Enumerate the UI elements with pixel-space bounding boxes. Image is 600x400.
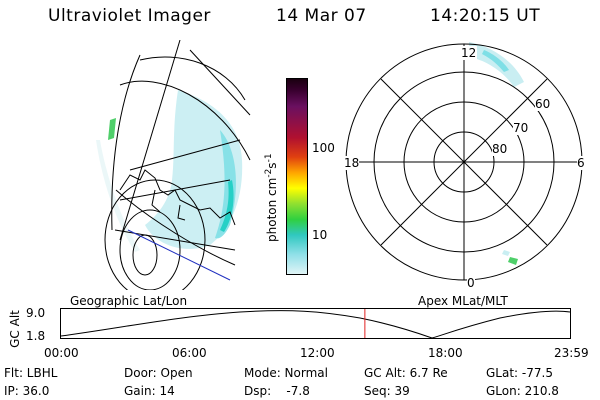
timeline-y-tick-max: 9.0 <box>26 306 46 320</box>
colorbar-unit-label: photon cm-2s-1 <box>264 153 279 242</box>
geographic-map <box>96 40 251 290</box>
info-door: Door: Open <box>124 366 193 380</box>
aurora-edge-geo <box>220 180 234 232</box>
mlat-label-80: 80 <box>492 142 508 156</box>
time-tick-1800: 18:00 <box>428 346 463 360</box>
info-seq: Seq: 39 <box>364 384 410 398</box>
info-glat: GLat: -77.5 <box>486 366 553 380</box>
time-tick-0000: 00:00 <box>44 346 79 360</box>
time-tick-0600: 06:00 <box>172 346 207 360</box>
mlt-label-18: 18 <box>344 156 360 170</box>
info-gc-alt: GC Alt: 6.7 Re <box>364 366 448 380</box>
info-glon: GLon: 210.8 <box>486 384 559 398</box>
time-tick-2359: 23:59 <box>554 346 589 360</box>
info-mode: Mode: Normal <box>244 366 328 380</box>
time-tick-1200: 12:00 <box>300 346 335 360</box>
instrument-title: Ultraviolet Imager <box>48 6 211 26</box>
date-label: 14 Mar 07 <box>276 6 367 26</box>
timeline-y-tick-min: 1.8 <box>26 329 46 343</box>
info-gain: Gain: 14 <box>124 384 175 398</box>
mlat-label-70: 70 <box>513 121 529 135</box>
info-dsp: Dsp: -7.8 <box>244 384 310 398</box>
colorbar-tick-10: 10 <box>312 228 328 242</box>
aurora-oval-geo <box>145 90 243 249</box>
time-label: 14:20:15 UT <box>430 6 541 26</box>
aurora-green-geo <box>108 118 116 140</box>
apex-label: Apex MLat/MLT <box>418 294 508 308</box>
mlt-label-6: 6 <box>577 156 585 170</box>
mlt-label-12: 12 <box>460 46 478 60</box>
mlt-label-0: 0 <box>467 276 475 290</box>
polar-dial <box>345 42 583 281</box>
info-filter: Flt: LBHL <box>4 366 58 380</box>
color-scale-bar <box>286 78 308 275</box>
mlat-label-60: 60 <box>535 97 551 111</box>
colorbar-tick-100: 100 <box>312 141 335 155</box>
timeline-axis-title: GC Alt <box>7 310 22 348</box>
aurora-spot-polar <box>508 257 518 265</box>
coastline <box>119 169 236 226</box>
geographic-label: Geographic Lat/Lon <box>70 294 188 308</box>
altitude-timeline <box>60 308 571 339</box>
altitude-curve <box>60 310 571 339</box>
info-ip: IP: 36.0 <box>4 384 50 398</box>
